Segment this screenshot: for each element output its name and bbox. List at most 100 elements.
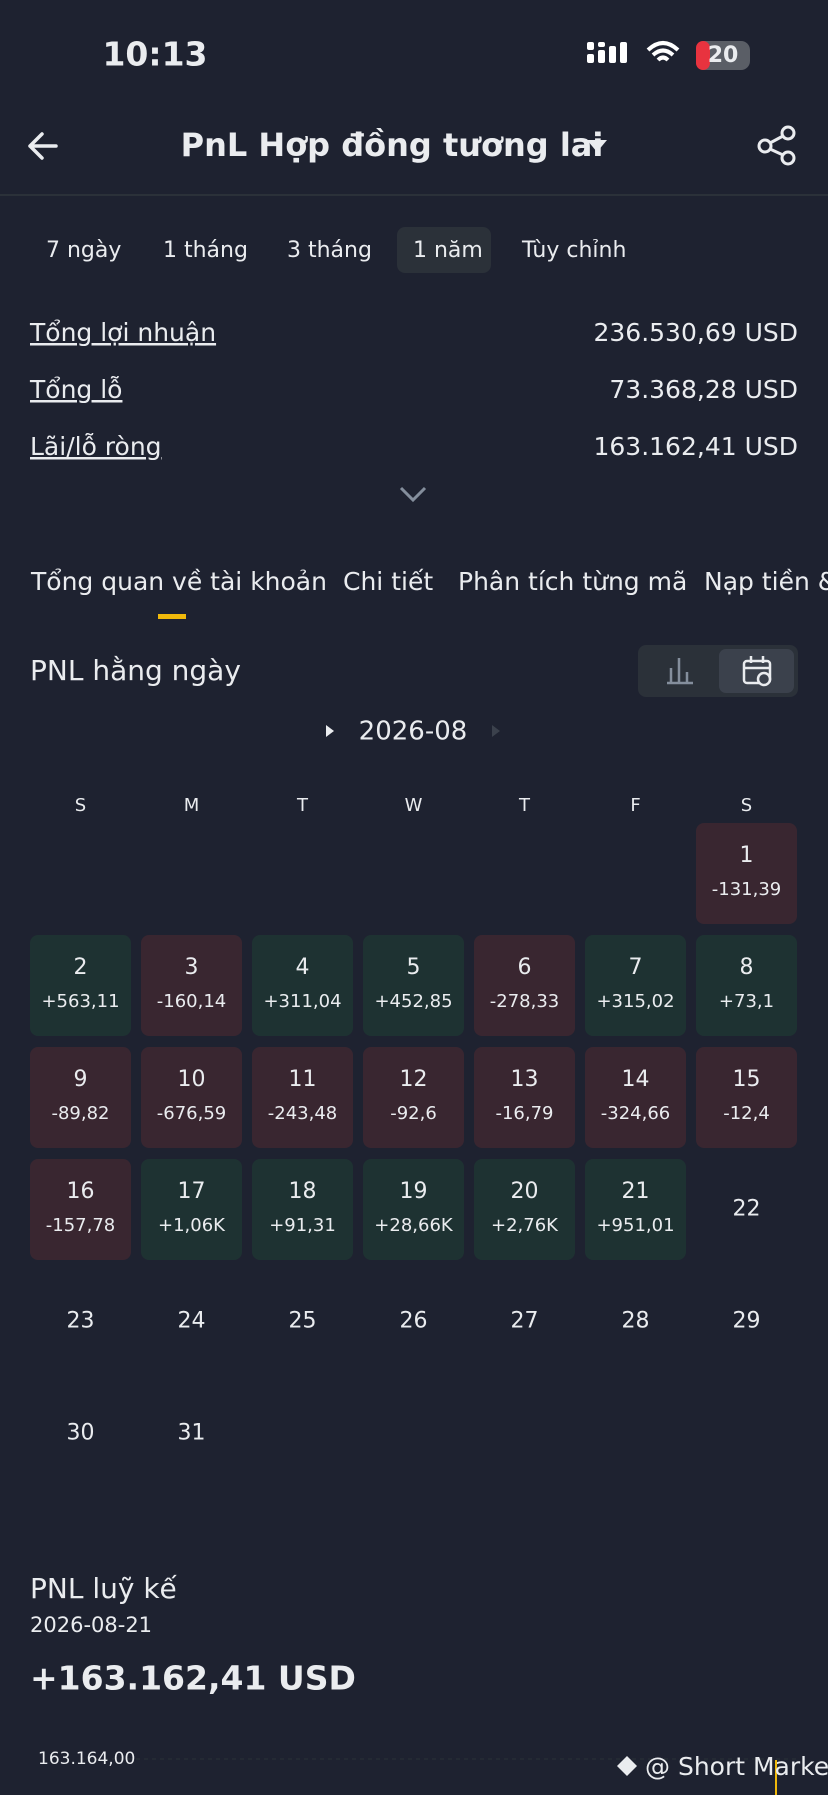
day-number: 16 [67, 1179, 95, 1204]
day-pnl: -324,66 [601, 1103, 670, 1124]
day-number: 18 [289, 1179, 317, 1204]
period-option[interactable]: 3 tháng [287, 238, 372, 263]
weekday-label: S [75, 795, 86, 816]
weekday-label: T [518, 795, 531, 816]
day-cell[interactable] [474, 1047, 575, 1148]
day-cell[interactable] [474, 935, 575, 1036]
day-number: 31 [178, 1421, 206, 1446]
weekday-label: F [630, 795, 640, 816]
share-icon[interactable] [757, 125, 796, 166]
prev-month[interactable] [326, 725, 334, 737]
day-cell[interactable] [585, 1047, 686, 1148]
day-cell[interactable] [585, 935, 686, 1036]
day-number: 26 [400, 1309, 428, 1334]
day-number: 3 [185, 955, 199, 980]
day-cell[interactable] [585, 1159, 686, 1260]
day-number: 17 [178, 1179, 206, 1204]
bar-view-icon[interactable] [667, 658, 693, 685]
wifi-icon [646, 41, 680, 62]
day-number: 14 [622, 1067, 650, 1092]
day-pnl: -92,6 [390, 1103, 437, 1124]
period-option[interactable]: 1 tháng [163, 238, 248, 263]
day-pnl: -278,33 [490, 991, 559, 1012]
summary-value: 163.162,41 USD [593, 432, 798, 461]
day-cell[interactable] [141, 1047, 242, 1148]
day-cell[interactable] [363, 935, 464, 1036]
day-cell[interactable] [696, 1047, 797, 1148]
tab[interactable]: Phân tích từng mã [458, 567, 687, 596]
day-pnl: +91,31 [269, 1215, 336, 1236]
day-cell[interactable] [363, 1047, 464, 1148]
day-cell[interactable] [474, 1159, 575, 1260]
cumulative-date: 2026-08-21 [30, 1613, 152, 1637]
axis-label: 163.164,00 [38, 1749, 135, 1769]
cumulative-total: +163.162,41 USD [30, 1659, 356, 1698]
tab-underline [158, 614, 186, 619]
day-pnl: +1,06K [158, 1215, 226, 1236]
day-pnl: -131,39 [712, 879, 781, 900]
day-number: 12 [400, 1067, 428, 1092]
day-number: 11 [289, 1067, 317, 1092]
day-pnl: +2,76K [491, 1215, 559, 1236]
period-option[interactable]: Tùy chỉnh [521, 238, 626, 263]
day-number: 22 [733, 1197, 761, 1222]
day-number: 2 [74, 955, 88, 980]
day-number: 23 [67, 1309, 95, 1334]
month-label: 2026-08 [359, 717, 468, 747]
expand-chevron[interactable] [399, 486, 427, 503]
weekday-label: M [184, 795, 200, 816]
day-number: 6 [518, 955, 532, 980]
day-cell[interactable] [696, 823, 797, 924]
dropdown-icon[interactable] [587, 140, 607, 152]
day-cell[interactable] [141, 935, 242, 1036]
day-number: 1 [740, 843, 754, 868]
section-title: PNL hằng ngày [30, 654, 241, 687]
day-cell[interactable] [252, 1159, 353, 1260]
watermark-logo [617, 1756, 637, 1776]
period-option[interactable]: 1 năm [413, 238, 483, 263]
day-number: 13 [511, 1067, 539, 1092]
day-number: 19 [400, 1179, 428, 1204]
day-pnl: -89,82 [51, 1103, 109, 1124]
day-number: 21 [622, 1179, 650, 1204]
day-pnl: +452,85 [374, 991, 452, 1012]
day-cell[interactable] [363, 1159, 464, 1260]
day-pnl: -160,14 [157, 991, 226, 1012]
tab[interactable]: Tổng quan về tài khoản [30, 567, 327, 596]
day-pnl: +28,66K [374, 1215, 454, 1236]
day-cell[interactable] [30, 1047, 131, 1148]
day-number: 9 [74, 1067, 88, 1092]
summary-label: Lãi/lỗ ròng [30, 432, 162, 461]
day-number: 28 [622, 1309, 650, 1334]
watermark: @ Short Market [645, 1752, 828, 1781]
day-cell[interactable] [141, 1159, 242, 1260]
weekday-label: S [741, 795, 752, 816]
day-cell[interactable] [252, 935, 353, 1036]
period-option[interactable]: 7 ngày [46, 238, 121, 263]
day-pnl: +73,1 [719, 991, 774, 1012]
summary-label: Tổng lỗ [29, 375, 122, 404]
day-number: 30 [67, 1421, 95, 1446]
next-month[interactable] [492, 725, 500, 737]
period-selected-bg [397, 227, 491, 273]
day-number: 5 [407, 955, 421, 980]
calendar-view-icon[interactable] [742, 656, 772, 687]
tab[interactable]: Chi tiết [343, 567, 433, 596]
back-button[interactable] [28, 132, 58, 160]
tab[interactable]: Nạp tiền & [704, 567, 828, 596]
day-pnl: +315,02 [596, 991, 674, 1012]
battery-text: 20 [708, 43, 739, 68]
weekday-label: W [405, 795, 423, 816]
day-pnl: -676,59 [157, 1103, 226, 1124]
status-time: 10:13 [102, 35, 207, 74]
cumulative-title: PNL luỹ kế [30, 1572, 178, 1605]
day-pnl: +951,01 [596, 1215, 674, 1236]
day-cell[interactable] [696, 935, 797, 1036]
day-cell[interactable] [30, 935, 131, 1036]
day-number: 24 [178, 1309, 206, 1334]
header-title[interactable]: PnL Hợp đồng tương lai [181, 126, 604, 164]
day-cell[interactable] [252, 1047, 353, 1148]
day-cell[interactable] [30, 1159, 131, 1260]
